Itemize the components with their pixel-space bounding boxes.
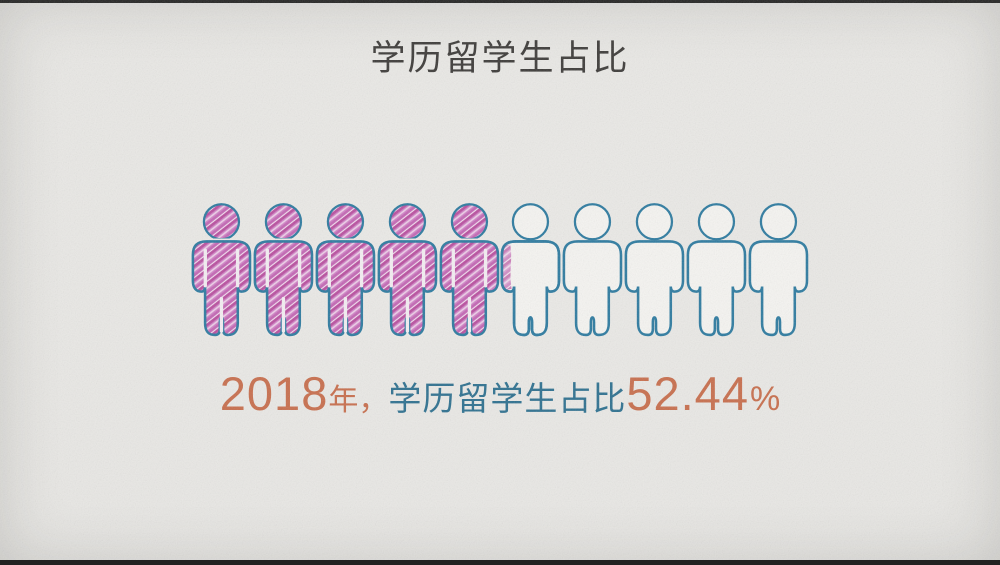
letterbox-top-bar [0,0,1000,3]
person-icon-empty [748,203,808,337]
person-icon-empty [686,203,747,337]
person-icon-filled [190,203,254,338]
caption: 2018 年， 学历留学生占比 52.44% [0,368,1000,420]
person-icon-filled [437,203,501,338]
caption-percent-sign: % [749,380,781,418]
page-title: 学历留学生占比 [370,39,630,78]
letterbox-bottom-bar [0,560,1000,565]
person-icon-filled [252,203,316,338]
person-icon-empty [624,203,685,337]
caption-label: 学历留学生占比 [388,380,627,417]
pictograph-row [190,199,809,338]
person-icon-partial [501,203,561,337]
person-icon-filled [375,203,439,338]
caption-value: 52.44 [626,367,749,420]
caption-year-suffix: 年， [328,384,389,417]
person-icon-empty [562,203,623,337]
caption-year: 2018 [219,367,329,420]
person-icon-filled [313,203,377,338]
